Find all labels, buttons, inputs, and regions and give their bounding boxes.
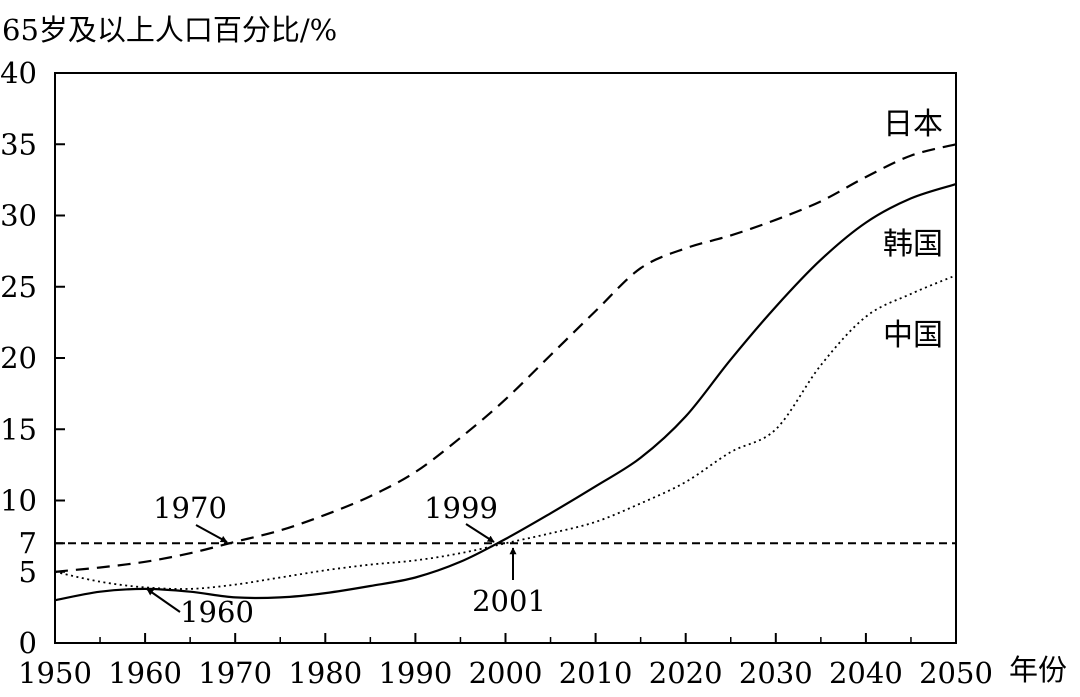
series-label-korea: 韩国 [883,227,943,262]
annotation-label-1970: 1970 [153,491,227,525]
x-tick-label: 1970 [198,656,272,690]
y-axis-title: 65岁及以上人口百分比/% [2,13,337,47]
x-tick-label: 2050 [919,656,993,690]
annotation-label-1960: 1960 [180,595,254,629]
y-tick-label: 7 [19,526,37,560]
y-tick-label: 40 [0,56,37,90]
y-tick-label: 10 [0,484,37,518]
x-tick-label: 2030 [739,656,813,690]
annotation-arrow-1960 [146,588,181,613]
y-tick-label: 20 [0,341,37,375]
plot-frame [54,72,957,644]
x-axis-title: 年份 [1009,653,1067,687]
y-tick-label: 30 [0,199,37,233]
x-tick-label: 1980 [288,656,362,690]
series-label-japan: 日本 [883,107,943,142]
annotation-label-1999: 1999 [424,491,498,525]
x-tick-label: 1960 [108,656,182,690]
annotation-label-2001: 2001 [472,584,546,618]
y-tick-label: 0 [19,626,37,660]
series-line-china [54,274,957,590]
y-tick-label: 25 [0,270,37,304]
x-tick-label: 2010 [559,656,633,690]
x-tick-label: 1990 [378,656,452,690]
x-tick-label: 1950 [18,656,92,690]
y-tick-label: 5 [19,555,37,589]
annotation-arrow-1970 [195,524,228,543]
series-label-china: 中国 [883,318,943,353]
series-line-japan [54,143,957,573]
series-line-korea [54,183,957,602]
x-tick-label: 2000 [469,656,543,690]
y-tick-label: 35 [0,127,37,161]
x-tick-label: 2020 [649,656,723,690]
annotation-arrow-1999 [465,523,495,543]
y-tick-label: 15 [0,412,37,446]
x-tick-label: 2040 [829,656,903,690]
